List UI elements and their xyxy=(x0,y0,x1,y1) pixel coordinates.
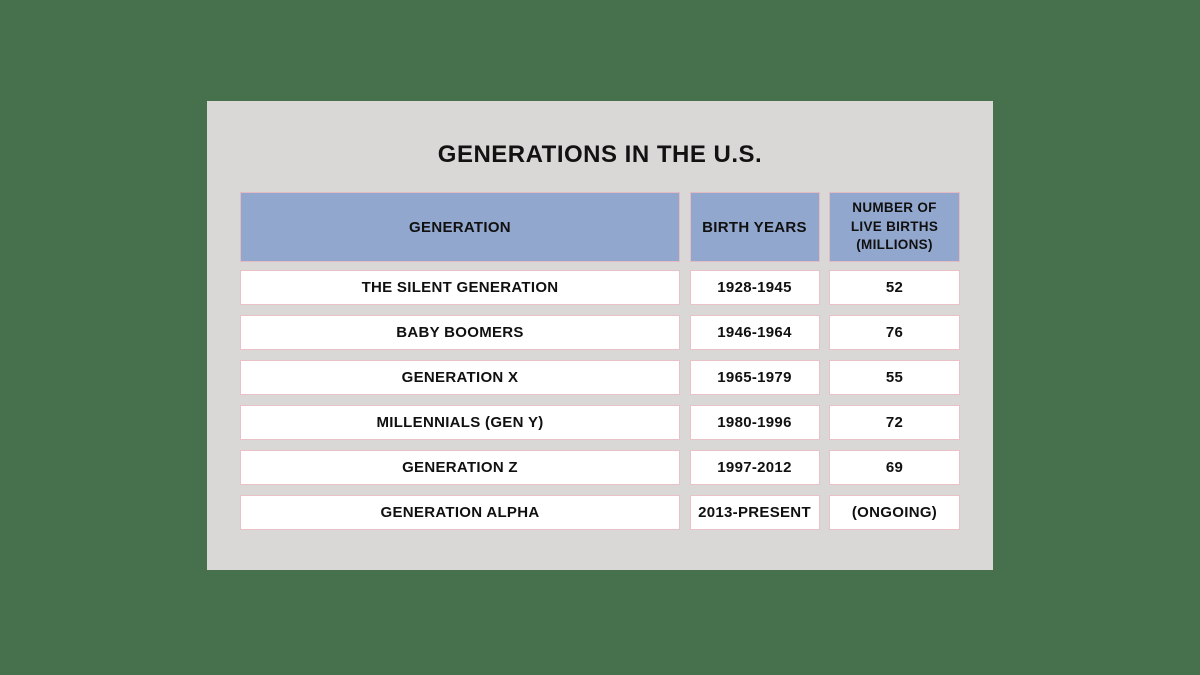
table-row: MILLENNIALS (GEN Y) 1980-1996 72 xyxy=(240,405,960,440)
generations-table: GENERATION BIRTH YEARS NUMBER OF LIVE BI… xyxy=(240,192,960,540)
header-live-births: NUMBER OF LIVE BIRTHS (MILLIONS) xyxy=(829,192,960,262)
cell-live-births: 76 xyxy=(829,315,960,350)
table-row: GENERATION X 1965-1979 55 xyxy=(240,360,960,395)
cell-birth-years: 1928-1945 xyxy=(689,270,820,305)
table-row: THE SILENT GENERATION 1928-1945 52 xyxy=(240,270,960,305)
infographic-card: GENERATIONS IN THE U.S. GENERATION BIRTH… xyxy=(207,101,993,570)
table-row: GENERATION Z 1997-2012 69 xyxy=(240,450,960,485)
cell-generation: GENERATION Z xyxy=(240,450,680,485)
table-row: BABY BOOMERS 1946-1964 76 xyxy=(240,315,960,350)
cell-generation: GENERATION X xyxy=(240,360,680,395)
table-body: THE SILENT GENERATION 1928-1945 52 BABY BOO… xyxy=(240,270,960,540)
page-title: GENERATIONS IN THE U.S. xyxy=(437,141,763,168)
table-header-row: GENERATION BIRTH YEARS NUMBER OF LIVE BI… xyxy=(240,192,960,262)
cell-generation: THE SILENT GENERATION xyxy=(240,270,680,305)
cell-birth-years: 1997-2012 xyxy=(689,450,820,485)
cell-birth-years: 1965-1979 xyxy=(689,360,820,395)
cell-birth-years: 1980-1996 xyxy=(689,405,820,440)
cell-live-births: 72 xyxy=(829,405,960,440)
cell-generation: MILLENNIALS (GEN Y) xyxy=(240,405,680,440)
cell-generation: GENERATION ALPHA xyxy=(240,495,680,530)
cell-live-births: 52 xyxy=(829,270,960,305)
cell-live-births: (ONGOING) xyxy=(829,495,960,530)
header-birth-years: BIRTH YEARS xyxy=(689,192,820,262)
cell-birth-years: 1946-1964 xyxy=(689,315,820,350)
cell-birth-years: 2013-PRESENT xyxy=(689,495,820,530)
cell-live-births: 55 xyxy=(829,360,960,395)
table-row: GENERATION ALPHA 2013-PRESENT (ONGOING) xyxy=(240,495,960,530)
cell-live-births: 69 xyxy=(829,450,960,485)
cell-generation: BABY BOOMERS xyxy=(240,315,680,350)
header-generation: GENERATION xyxy=(240,192,680,262)
